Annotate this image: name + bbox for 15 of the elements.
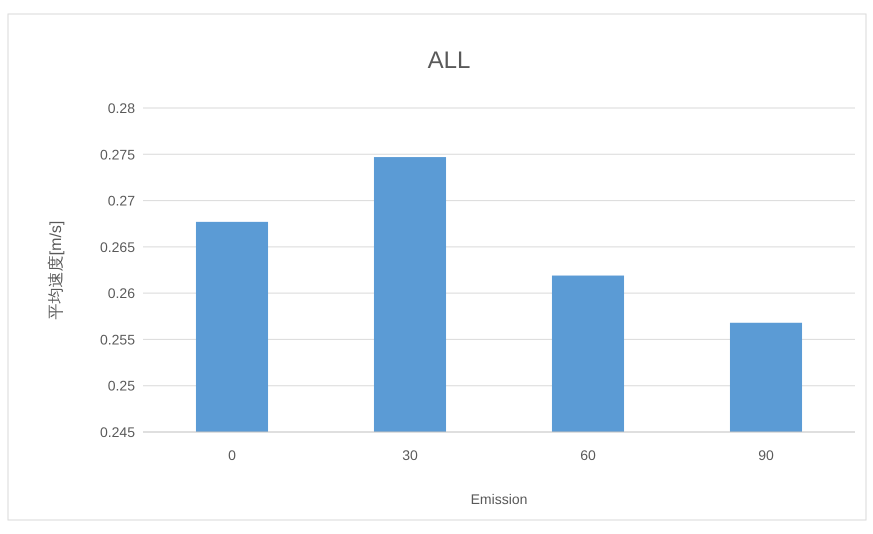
y-tick-label: 0.245 [100, 424, 136, 440]
x-tick-label: 30 [402, 447, 418, 463]
y-tick-label: 0.25 [108, 378, 136, 394]
y-tick-label: 0.27 [108, 192, 136, 209]
x-axis-title: Emission [470, 491, 528, 507]
y-tick-label: 0.255 [100, 331, 136, 348]
y-tick-label: 0.26 [108, 285, 136, 302]
y-tick-label: 0.275 [100, 146, 136, 162]
y-tick-label: 0.265 [100, 238, 136, 255]
y-tick-label: 0.28 [108, 100, 136, 116]
x-tick-label: 90 [758, 447, 774, 463]
y-axis-title: 平均速度[m/s] [47, 220, 65, 320]
chart-title: ALL [428, 47, 470, 74]
x-tick-label: 0 [228, 447, 236, 463]
x-tick-label: 60 [580, 447, 596, 463]
